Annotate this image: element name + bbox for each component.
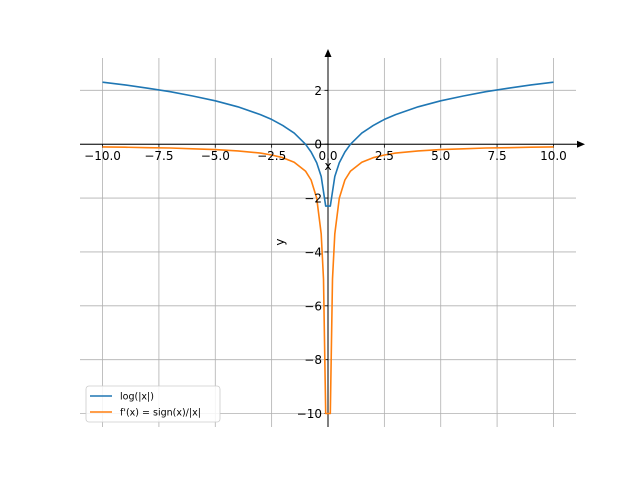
x-tick-label: 2.5 bbox=[375, 149, 394, 163]
legend-label: log(|x|) bbox=[120, 392, 154, 403]
y-tick-label: −2 bbox=[304, 192, 322, 206]
x-tick-label: 0.0 bbox=[318, 149, 337, 163]
y-axis-arrow bbox=[324, 49, 332, 57]
x-tick-label: −7.5 bbox=[144, 149, 173, 163]
legend: log(|x|) f'(x) = sign(x)/|x| bbox=[85, 385, 221, 423]
y-tick-label: −4 bbox=[304, 245, 322, 259]
y-tick-label: −6 bbox=[304, 299, 322, 313]
x-axis-label: x bbox=[324, 159, 331, 173]
y-axis-label: y bbox=[273, 238, 287, 245]
x-tick-label: −5.0 bbox=[201, 149, 230, 163]
x-tick-label: −10.0 bbox=[84, 149, 121, 163]
y-tick-label: −8 bbox=[304, 353, 322, 367]
series-line-1 bbox=[102, 146, 554, 415]
y-tick-label: 0 bbox=[314, 138, 322, 152]
x-tick-label: 5.0 bbox=[431, 149, 450, 163]
legend-label: f'(x) = sign(x)/|x| bbox=[120, 408, 201, 419]
x-tick-label: −2.5 bbox=[257, 149, 286, 163]
x-axis-arrow bbox=[577, 140, 585, 148]
series-lines bbox=[102, 81, 554, 415]
series-line-0 bbox=[102, 81, 554, 207]
y-tick-label: −10 bbox=[297, 407, 322, 421]
tick-labels: −10.0 −7.5 −5.0 −2.5 0.0 2.5 5.0 7.5 10.0 2 0 −2 −4 −… bbox=[84, 84, 567, 421]
x-tick-label: 10.0 bbox=[540, 149, 567, 163]
y-tick-label: 2 bbox=[314, 84, 322, 98]
axes bbox=[80, 49, 585, 427]
legend-box bbox=[85, 385, 221, 423]
x-tick-label: 7.5 bbox=[488, 149, 507, 163]
